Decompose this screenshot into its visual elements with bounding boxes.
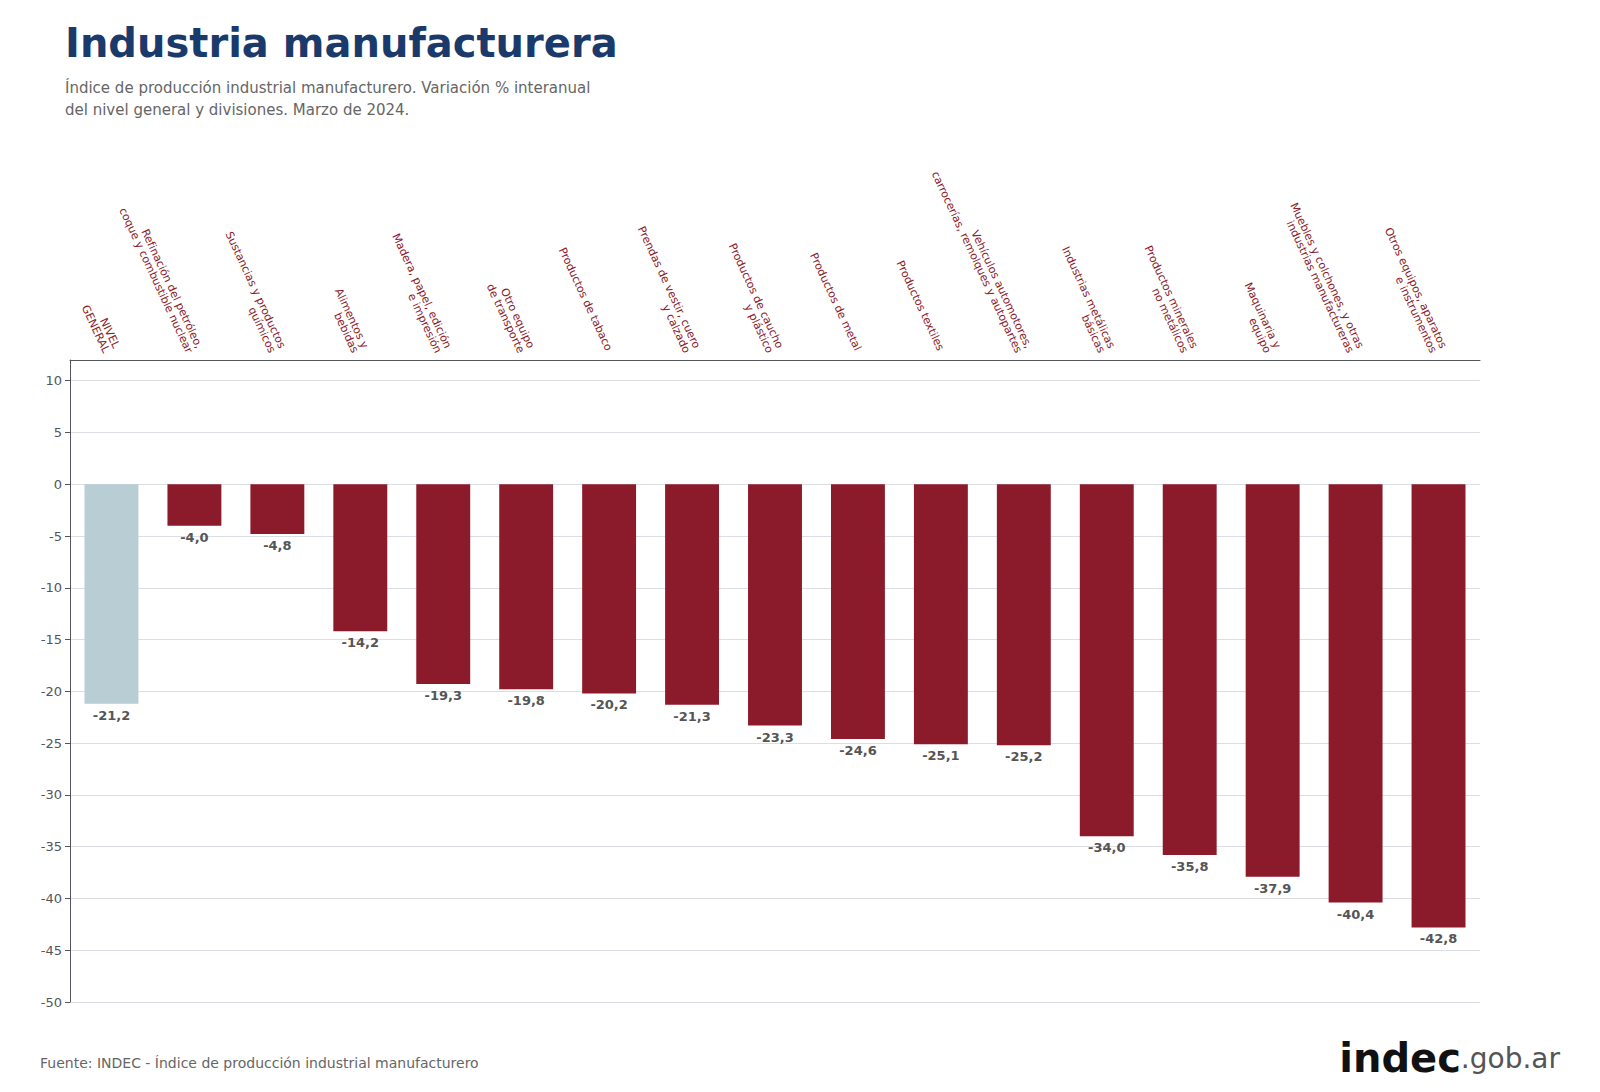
svg-text:-50: -50 <box>41 995 62 1010</box>
svg-text:-30: -30 <box>41 787 62 802</box>
svg-text:Prendas de vestir, cuero: Prendas de vestir, cuero <box>635 224 703 350</box>
svg-text:industrias manufactureras: industrias manufactureras <box>1283 218 1356 355</box>
svg-text:-40: -40 <box>41 891 62 906</box>
svg-text:Industria manufacturera: Industria manufacturera <box>65 20 618 66</box>
svg-text:Productos de metal: Productos de metal <box>807 251 864 353</box>
svg-text:-4,8: -4,8 <box>263 538 291 553</box>
svg-text:coque y combustible nuclear: coque y combustible nuclear <box>116 206 195 356</box>
svg-text:NIVEL: NIVEL <box>97 315 123 351</box>
svg-text:no metálicos: no metálicos <box>1149 286 1191 355</box>
svg-text:-19,8: -19,8 <box>507 693 544 708</box>
svg-text:indec: indec <box>1339 1035 1461 1081</box>
svg-text:y calzado: y calzado <box>659 302 693 355</box>
svg-text:-4,0: -4,0 <box>180 530 208 545</box>
svg-text:-35: -35 <box>41 839 62 854</box>
svg-text:Productos minerales: Productos minerales <box>1141 243 1201 351</box>
svg-text:carrocerías, remolques y autop: carrocerías, remolques y autopartes <box>929 169 1025 355</box>
svg-text:-5: -5 <box>49 529 62 544</box>
svg-text:-19,3: -19,3 <box>424 688 461 703</box>
svg-text:equipo: equipo <box>1246 316 1274 356</box>
svg-text:básicas: básicas <box>1079 312 1108 355</box>
svg-text:-34,0: -34,0 <box>1088 840 1125 855</box>
svg-text:Fuente: INDEC - Índice de prod: Fuente: INDEC - Índice de producción ind… <box>40 1055 479 1071</box>
svg-text:Otros equipos, aparatos: Otros equipos, aparatos <box>1382 226 1450 351</box>
svg-text:-42,8: -42,8 <box>1420 931 1457 946</box>
svg-text:0: 0 <box>54 477 62 492</box>
svg-text:-23,3: -23,3 <box>756 730 793 745</box>
svg-text:-15: -15 <box>41 632 62 647</box>
svg-text:Muebles y colchones, y otras: Muebles y colchones, y otras <box>1287 201 1366 351</box>
svg-text:-14,2: -14,2 <box>342 635 379 650</box>
svg-text:5: 5 <box>54 425 62 440</box>
svg-text:del nivel general y divisiones: del nivel general y divisiones. Marzo de… <box>65 101 409 119</box>
svg-text:10: 10 <box>45 373 62 388</box>
svg-text:Productos de tabaco: Productos de tabaco <box>556 245 615 353</box>
svg-text:-40,4: -40,4 <box>1337 907 1374 922</box>
svg-text:-20: -20 <box>41 684 62 699</box>
svg-text:GENERAL: GENERAL <box>79 303 113 356</box>
svg-text:Alimentos y: Alimentos y <box>332 286 372 351</box>
svg-text:y plástico: y plástico <box>742 302 776 355</box>
svg-text:-20,2: -20,2 <box>590 697 627 712</box>
svg-text:Industrias metálicas: Industrias metálicas <box>1059 244 1118 351</box>
svg-text:e impresión: e impresión <box>405 291 444 355</box>
svg-text:Vehículos automotores,: Vehículos automotores, <box>968 228 1034 350</box>
svg-text:-24,6: -24,6 <box>839 743 876 758</box>
svg-text:e instrumentos: e instrumentos <box>1393 274 1440 355</box>
svg-text:-25,2: -25,2 <box>1005 749 1042 764</box>
svg-text:de transporte: de transporte <box>484 282 527 355</box>
svg-text:.gob.ar: .gob.ar <box>1461 1042 1561 1075</box>
svg-text:bebidas: bebidas <box>331 310 361 355</box>
svg-text:-21,2: -21,2 <box>93 708 130 723</box>
svg-text:Maquinaria y: Maquinaria y <box>1241 280 1284 351</box>
svg-text:-25,1: -25,1 <box>922 748 959 763</box>
svg-text:Madera, papel, edición: Madera, papel, edición <box>389 231 454 350</box>
svg-text:Productos de caucho: Productos de caucho <box>725 241 786 351</box>
svg-text:-45: -45 <box>41 943 62 958</box>
svg-text:-37,9: -37,9 <box>1254 881 1291 896</box>
svg-text:químicos: químicos <box>246 305 279 355</box>
svg-text:Productos textiles: Productos textiles <box>894 259 947 353</box>
svg-text:Otro equipo: Otro equipo <box>497 286 537 351</box>
svg-text:Índice de producción industria: Índice de producción industrial manufact… <box>65 78 590 97</box>
svg-text:-25: -25 <box>41 736 62 751</box>
svg-text:-10: -10 <box>41 580 62 595</box>
svg-text:Sustancias y productos: Sustancias y productos <box>223 229 289 350</box>
svg-text:Refinación del petróleo,: Refinación del petróleo, <box>138 227 205 350</box>
svg-text:-35,8: -35,8 <box>1171 859 1208 874</box>
svg-text:-21,3: -21,3 <box>673 709 710 724</box>
